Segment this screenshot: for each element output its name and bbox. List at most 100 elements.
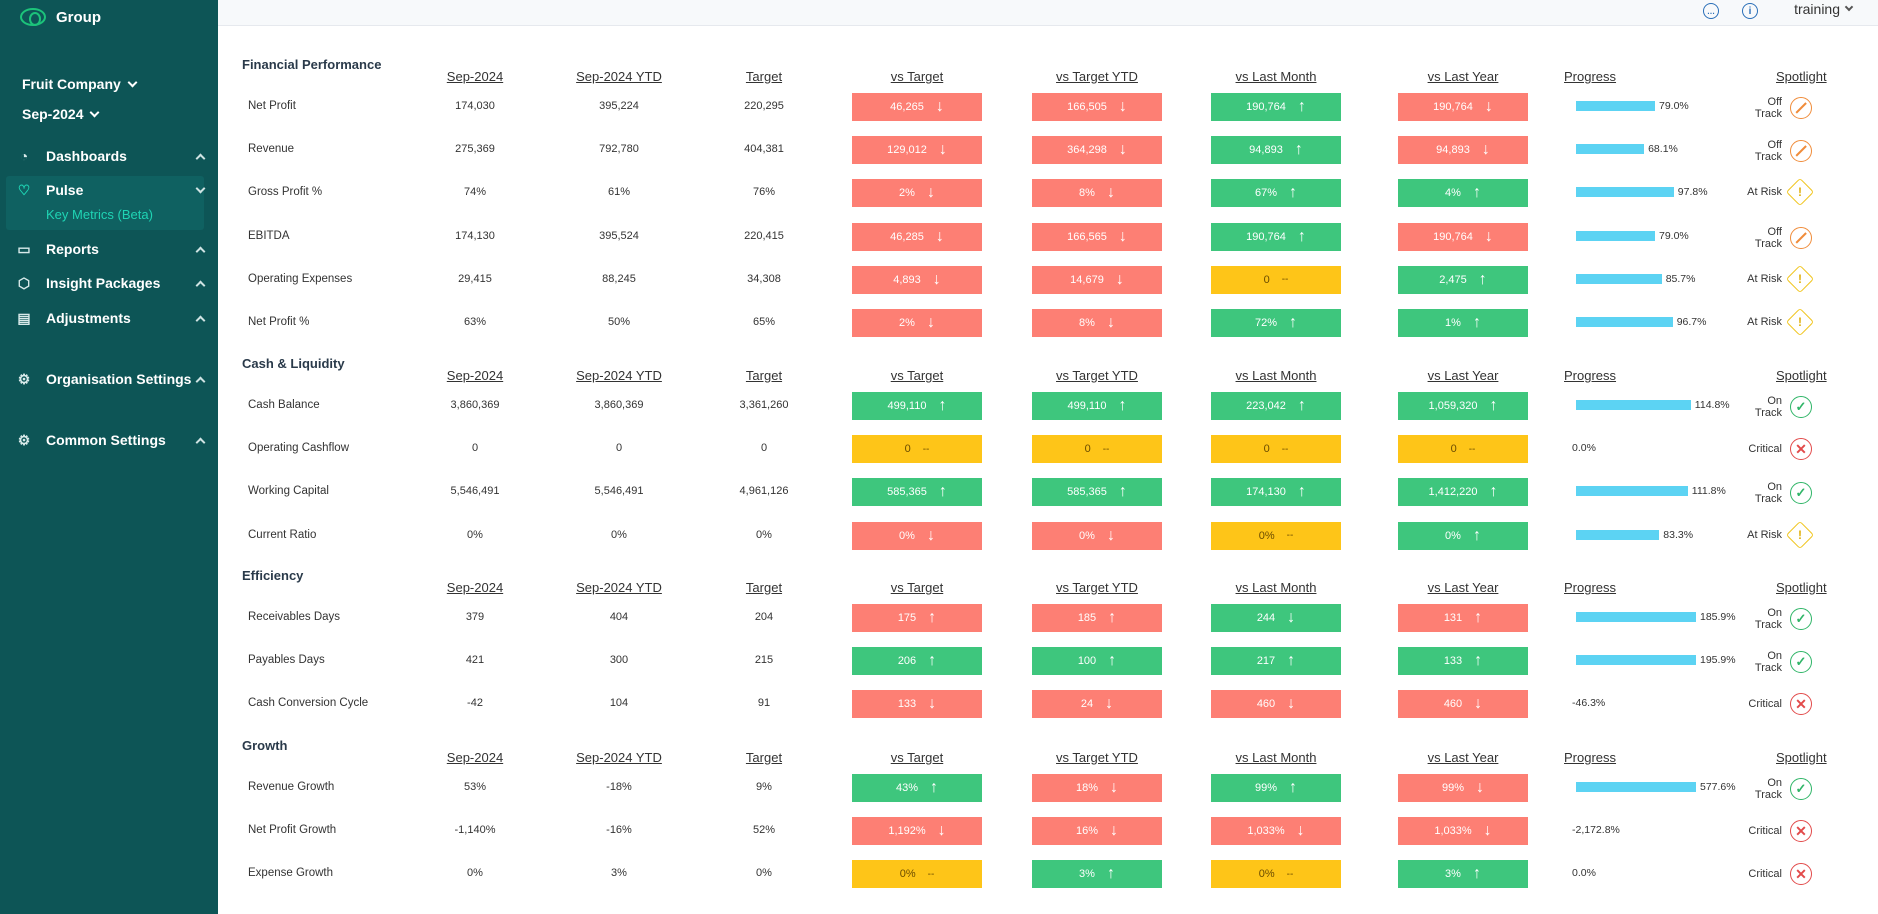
variance-cell[interactable]: 585,365 ↑ xyxy=(1032,478,1162,507)
column-header[interactable]: Sep-2024 YTD xyxy=(576,69,662,84)
variance-cell[interactable]: 2% ↓ xyxy=(852,309,982,337)
variance-cell[interactable]: 46,265 ↓ xyxy=(852,93,982,121)
variance-cell[interactable]: 190,764 ↓ xyxy=(1398,93,1528,121)
variance-cell[interactable]: 8% ↓ xyxy=(1032,309,1162,337)
variance-cell[interactable]: 0% -- xyxy=(1211,860,1341,889)
variance-cell[interactable]: 94,893 ↓ xyxy=(1398,136,1528,165)
column-header[interactable]: Sep-2024 YTD xyxy=(576,368,662,383)
variance-cell[interactable]: 14,679 ↓ xyxy=(1032,265,1162,294)
column-header[interactable]: Progress xyxy=(1564,368,1617,383)
variance-cell[interactable]: 206 ↑ xyxy=(852,647,982,676)
nav-common-settings[interactable]: ⚙ Common Settings xyxy=(16,432,206,448)
variance-cell[interactable]: 190,764 ↓ xyxy=(1398,222,1528,251)
variance-cell[interactable]: 0 -- xyxy=(1211,265,1341,294)
column-header[interactable]: vs Target YTD xyxy=(1056,750,1138,765)
nav-insight-packages[interactable]: ⬡ Insight Packages xyxy=(16,275,206,291)
variance-cell[interactable]: 175 ↑ xyxy=(852,604,982,632)
variance-cell[interactable]: 585,365 ↑ xyxy=(852,478,982,507)
column-header[interactable]: Sep-2024 xyxy=(446,69,504,84)
nav-reports[interactable]: ▭ Reports xyxy=(16,241,206,257)
column-header[interactable]: vs Target YTD xyxy=(1056,580,1138,595)
variance-cell[interactable]: 166,565 ↓ xyxy=(1032,222,1162,251)
info-icon[interactable]: i xyxy=(1742,3,1758,19)
variance-cell[interactable]: 166,505 ↓ xyxy=(1032,93,1162,121)
column-header[interactable]: Spotlight xyxy=(1776,580,1827,595)
variance-cell[interactable]: 499,110 ↑ xyxy=(1032,392,1162,420)
variance-cell[interactable]: 131 ↑ xyxy=(1398,604,1528,632)
variance-cell[interactable]: 0% -- xyxy=(852,860,982,889)
variance-cell[interactable]: 1,192% ↓ xyxy=(852,817,982,846)
variance-cell[interactable]: 217 ↑ xyxy=(1211,647,1341,676)
column-header[interactable]: Sep-2024 xyxy=(446,750,504,765)
column-header[interactable]: Spotlight xyxy=(1776,368,1827,383)
column-header[interactable]: vs Last Year xyxy=(1427,368,1499,383)
variance-cell[interactable]: 1,059,320 ↑ xyxy=(1398,392,1528,420)
column-header[interactable]: Target xyxy=(745,750,783,765)
nav-pulse[interactable]: ♡ Pulse xyxy=(16,182,206,198)
column-header[interactable]: vs Last Month xyxy=(1235,69,1317,84)
column-header[interactable]: vs Target xyxy=(890,580,944,595)
variance-cell[interactable]: 133 ↓ xyxy=(852,690,982,719)
column-header[interactable]: vs Last Month xyxy=(1235,750,1317,765)
variance-cell[interactable]: 72% ↑ xyxy=(1211,309,1341,337)
column-header[interactable]: vs Target xyxy=(890,69,944,84)
variance-cell[interactable]: 99% ↑ xyxy=(1211,774,1341,802)
column-header[interactable]: vs Last Month xyxy=(1235,580,1317,595)
variance-cell[interactable]: 0 -- xyxy=(1398,435,1528,464)
variance-cell[interactable]: 0 -- xyxy=(852,435,982,464)
variance-cell[interactable]: 99% ↓ xyxy=(1398,774,1528,802)
variance-cell[interactable]: 190,764 ↑ xyxy=(1211,222,1341,251)
variance-cell[interactable]: 0 -- xyxy=(1211,435,1341,464)
variance-cell[interactable]: 4,893 ↓ xyxy=(852,265,982,294)
column-header[interactable]: Spotlight xyxy=(1776,750,1827,765)
column-header[interactable]: Sep-2024 YTD xyxy=(576,580,662,595)
column-header[interactable]: vs Last Year xyxy=(1427,69,1499,84)
variance-cell[interactable]: 8% ↓ xyxy=(1032,179,1162,208)
variance-cell[interactable]: 133 ↑ xyxy=(1398,647,1528,676)
variance-cell[interactable]: 2% ↓ xyxy=(852,179,982,208)
column-header[interactable]: vs Last Year xyxy=(1427,750,1499,765)
column-header[interactable]: Sep-2024 YTD xyxy=(576,750,662,765)
variance-cell[interactable]: 0% ↑ xyxy=(1398,521,1528,550)
user-menu[interactable]: training xyxy=(1794,1,1854,17)
variance-cell[interactable]: 3% ↑ xyxy=(1032,860,1162,889)
variance-cell[interactable]: 1,033% ↓ xyxy=(1211,817,1341,846)
variance-cell[interactable]: 4% ↑ xyxy=(1398,179,1528,208)
variance-cell[interactable]: 18% ↓ xyxy=(1032,774,1162,802)
column-header[interactable]: Sep-2024 xyxy=(446,580,504,595)
variance-cell[interactable]: 1% ↑ xyxy=(1398,309,1528,337)
variance-cell[interactable]: 499,110 ↑ xyxy=(852,392,982,420)
column-header[interactable]: Progress xyxy=(1564,580,1617,595)
variance-cell[interactable]: 460 ↓ xyxy=(1211,690,1341,719)
variance-cell[interactable]: 0% ↓ xyxy=(1032,521,1162,550)
column-header[interactable]: vs Last Month xyxy=(1235,368,1317,383)
variance-cell[interactable]: 67% ↑ xyxy=(1211,179,1341,208)
brand[interactable]: Group xyxy=(20,8,101,26)
column-header[interactable]: Sep-2024 xyxy=(446,368,504,383)
variance-cell[interactable]: 129,012 ↓ xyxy=(852,136,982,165)
column-header[interactable]: Progress xyxy=(1564,750,1617,765)
variance-cell[interactable]: 244 ↓ xyxy=(1211,604,1341,632)
column-header[interactable]: vs Target YTD xyxy=(1056,368,1138,383)
variance-cell[interactable]: 1,033% ↓ xyxy=(1398,817,1528,846)
nav-key-metrics[interactable]: Key Metrics (Beta) xyxy=(46,207,153,222)
column-header[interactable]: Progress xyxy=(1564,69,1617,84)
variance-cell[interactable]: 2,475 ↑ xyxy=(1398,265,1528,294)
column-header[interactable]: Target xyxy=(745,69,783,84)
variance-cell[interactable]: 46,285 ↓ xyxy=(852,222,982,251)
company-selector[interactable]: Fruit Company xyxy=(22,76,138,92)
variance-cell[interactable]: 100 ↑ xyxy=(1032,647,1162,676)
variance-cell[interactable]: 3% ↑ xyxy=(1398,860,1528,889)
period-selector[interactable]: Sep-2024 xyxy=(22,106,100,122)
variance-cell[interactable]: 24 ↓ xyxy=(1032,690,1162,719)
variance-cell[interactable]: 16% ↓ xyxy=(1032,817,1162,846)
variance-cell[interactable]: 460 ↓ xyxy=(1398,690,1528,719)
variance-cell[interactable]: 0% -- xyxy=(1211,521,1341,550)
nav-adjustments[interactable]: ▤ Adjustments xyxy=(16,310,206,326)
column-header[interactable]: Spotlight xyxy=(1776,69,1827,84)
variance-cell[interactable]: 223,042 ↑ xyxy=(1211,392,1341,420)
column-header[interactable]: vs Last Year xyxy=(1427,580,1499,595)
chat-icon[interactable]: … xyxy=(1703,3,1719,19)
variance-cell[interactable]: 190,764 ↑ xyxy=(1211,93,1341,121)
nav-organisation-settings[interactable]: ⚙ Organisation Settings xyxy=(16,371,206,387)
